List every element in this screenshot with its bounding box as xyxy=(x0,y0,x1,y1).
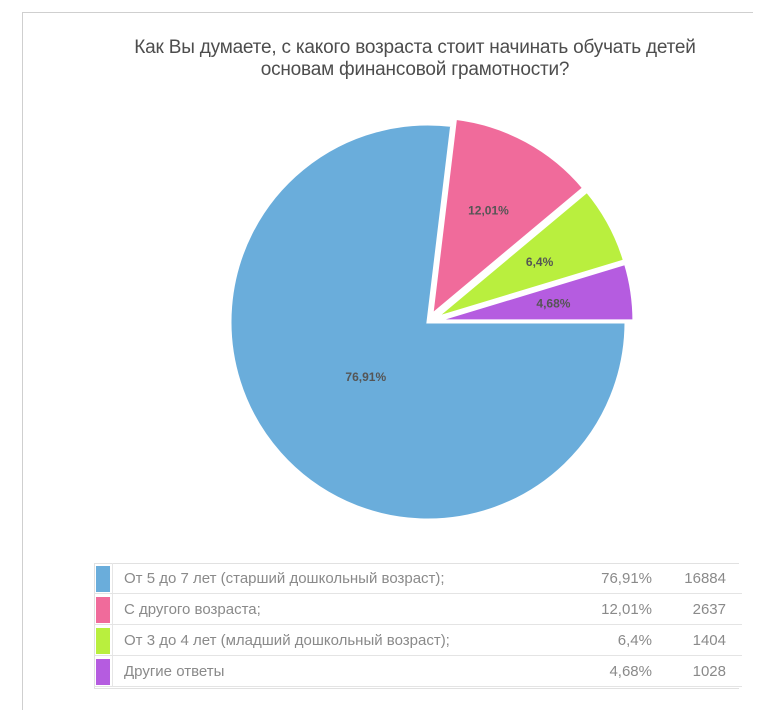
legend-percent: 76,91% xyxy=(601,570,652,587)
legend-label: От 5 до 7 лет (старший дошкольный возрас… xyxy=(124,570,445,587)
legend-swatch xyxy=(96,628,110,654)
legend-count: 16884 xyxy=(684,570,726,587)
legend-label: С другого возраста; xyxy=(124,601,261,618)
legend-swatch xyxy=(96,566,110,592)
legend-row: От 3 до 4 лет (младший дошкольный возрас… xyxy=(94,625,742,656)
legend-count: 2637 xyxy=(693,601,726,618)
legend-label: Другие ответы xyxy=(124,663,224,680)
legend-percent: 12,01% xyxy=(601,601,652,618)
pie-data-label: 4,68% xyxy=(536,296,570,310)
legend-percent: 6,4% xyxy=(618,632,652,649)
legend-percent: 4,68% xyxy=(609,663,652,680)
legend-count: 1028 xyxy=(693,663,726,680)
legend-row: От 5 до 7 лет (старший дошкольный возрас… xyxy=(94,563,742,594)
legend: От 5 до 7 лет (старший дошкольный возрас… xyxy=(94,563,742,687)
pie-chart: 76,91% 12,01% 6,4% 4,68% xyxy=(0,0,758,560)
pie-data-label: 6,4% xyxy=(526,255,554,269)
legend-row: Другие ответы 4,68% 1028 xyxy=(94,656,742,687)
legend-swatch xyxy=(96,659,110,685)
pie-data-label: 76,91% xyxy=(345,370,386,384)
pie-data-label: 12,01% xyxy=(468,204,509,218)
legend-count: 1404 xyxy=(693,632,726,649)
legend-row: С другого возраста; 12,01% 2637 xyxy=(94,594,742,625)
legend-swatch xyxy=(96,597,110,623)
legend-label: От 3 до 4 лет (младший дошкольный возрас… xyxy=(124,632,450,649)
